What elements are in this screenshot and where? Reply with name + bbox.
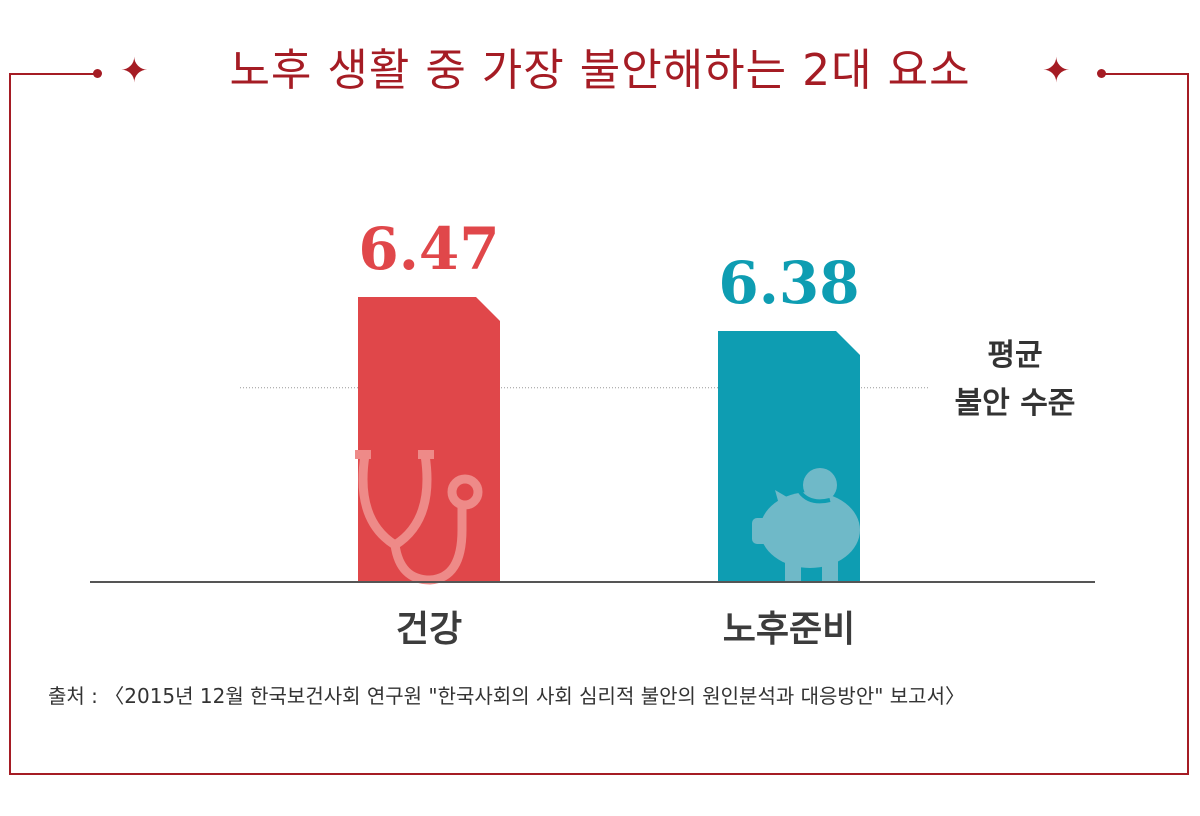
chart-title: 노후 생활 중 가장 불안해하는 2대 요소 [229, 45, 971, 96]
frame-top-line-right [1100, 73, 1189, 75]
stethoscope-icon [355, 450, 483, 585]
piggy-bank-icon [752, 468, 860, 582]
average-label: 평균 불안 수준 [930, 332, 1100, 428]
category-label-retirement: 노후준비 [722, 609, 856, 650]
ornament-dot-left [93, 69, 102, 78]
bar-0 [358, 297, 500, 582]
frame-top-line-left [9, 73, 101, 75]
ornament-dot-right [1097, 69, 1106, 78]
diamond-icon-left: ✦ [120, 51, 149, 91]
value-label-health: 6.47 [358, 215, 500, 283]
chart-frame [9, 73, 1189, 775]
diamond-icon-right: ✦ [1042, 51, 1071, 91]
average-label-line2: 불안 수준 [954, 386, 1076, 421]
value-label-retirement: 6.38 [718, 249, 860, 318]
average-label-line1: 평균 [987, 338, 1043, 373]
source-note: 출처 : 〈2015년 12월 한국보건사회 연구원 "한국사회의 사회 심리적… [48, 684, 965, 708]
category-label-health: 건강 [395, 609, 463, 650]
